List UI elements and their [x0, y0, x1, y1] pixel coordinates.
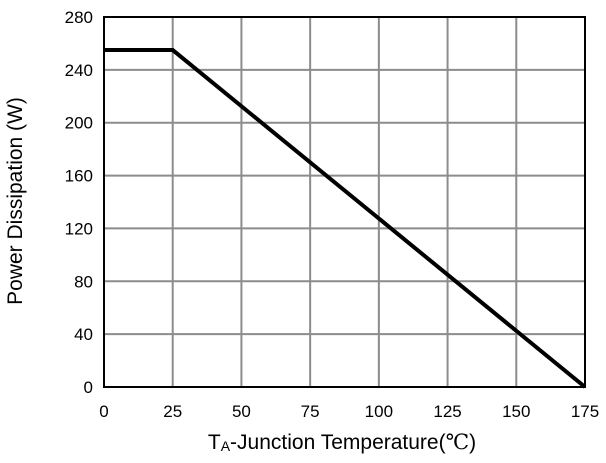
x-axis-title: TA-Junction Temperature(℃) — [208, 430, 476, 454]
y-tick-label: 80 — [74, 272, 93, 291]
x-tick-label: 150 — [502, 402, 530, 421]
y-tick-label: 240 — [65, 61, 93, 80]
y-tick-label: 40 — [74, 325, 93, 344]
x-tick-label: 50 — [232, 402, 251, 421]
x-tick-label: 125 — [433, 402, 461, 421]
power-dissipation-line — [104, 48, 587, 389]
x-tick-label: 0 — [99, 402, 108, 421]
y-tick-labels: 0 40 80 120 160 200 240 280 — [65, 8, 93, 397]
y-axis-title: Power Dissipation (W) — [4, 97, 27, 305]
y-tick-label: 120 — [65, 219, 93, 238]
y-tick-label: 280 — [65, 8, 93, 27]
plot-frame — [103, 16, 586, 388]
y-tick-label: 200 — [65, 114, 93, 133]
y-tick-label: 160 — [65, 167, 93, 186]
x-tick-label: 175 — [571, 402, 599, 421]
x-tick-label: 100 — [365, 402, 393, 421]
grid-lines — [104, 17, 585, 387]
y-tick-label: 0 — [84, 378, 93, 397]
x-tick-labels: 0 25 50 75 100 125 150 175 — [99, 402, 599, 421]
x-tick-label: 25 — [163, 402, 182, 421]
x-tick-label: 75 — [301, 402, 320, 421]
